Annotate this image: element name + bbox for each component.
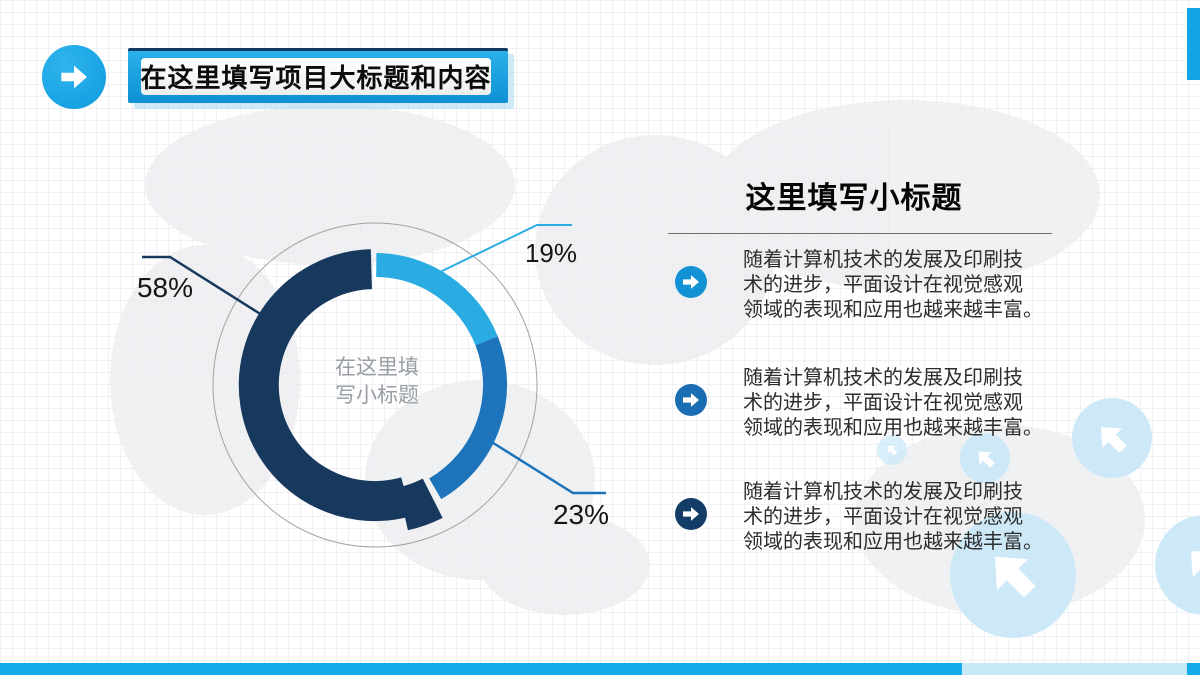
donut-label-19: 19% [525,238,577,268]
callout-line-23 [489,439,606,495]
top-right-accent-bar [1187,8,1200,80]
donut-segment-navy [238,249,413,521]
arrow-icon [887,445,898,456]
bullet-line: 术的进步，平面设计在视觉感观 [743,392,1023,414]
slide-title: 在这里填写项目大标题和内容 [140,63,492,93]
bullet-item-1: 随着计算机技术的发展及印刷技 术的进步，平面设计在视觉感观 领域的表现和应用也越… [675,248,1053,323]
arrow-right-icon [61,65,87,89]
pale-arrow-circle-icon [877,435,907,465]
donut-segment-navy-endcap [397,478,443,531]
bullet-line: 随着计算机技术的发展及印刷技 [743,367,1023,389]
donut-segment-light-blue [375,253,498,346]
donut-label-23: 23% [553,499,609,530]
bullet-text: 随着计算机技术的发展及印刷技 术的进步，平面设计在视觉感观 领域的表现和应用也越… [743,248,1043,323]
arrow-icon [995,557,1037,599]
arrow-icon [977,450,995,468]
pale-arrow-circle-icon [1072,398,1152,478]
bullet-line: 术的进步，平面设计在视觉感观 [743,506,1023,528]
bullet-item-2: 随着计算机技术的发展及印刷技 术的进步，平面设计在视觉感观 领域的表现和应用也越… [675,366,1053,441]
callout-line-58 [142,255,263,317]
arrow-right-circle-icon [675,498,707,530]
bullet-item-3: 随着计算机技术的发展及印刷技 术的进步，平面设计在视觉感观 领域的表现和应用也越… [675,480,1053,555]
panel-divider [668,233,1052,234]
arrow-right-circle-icon [675,266,707,298]
bullet-line: 随着计算机技术的发展及印刷技 [743,481,1023,503]
arrow-right-circle-icon [675,384,707,416]
bottom-accent-bar-light [962,663,1187,675]
donut-center-text-line2: 写小标题 [335,384,419,407]
bullet-line: 领域的表现和应用也越来越丰富。 [743,299,1043,321]
pale-arrow-circle-icon [950,512,1076,638]
bullet-text: 随着计算机技术的发展及印刷技 术的进步，平面设计在视觉感观 领域的表现和应用也越… [743,480,1043,555]
bullet-line: 随着计算机技术的发展及印刷技 [743,249,1023,271]
pale-arrow-circle-icon [960,433,1010,483]
donut-guide-ring [212,222,538,548]
panel-title: 这里填写小标题 [745,182,963,215]
donut-center-text-line1: 在这里填 [335,356,419,379]
bullet-text: 随着计算机技术的发展及印刷技 术的进步，平面设计在视觉感观 领域的表现和应用也越… [743,366,1043,441]
arrow-icon [1190,550,1200,584]
header-arrow-circle-icon [42,45,106,109]
title-banner-inner: 在这里填写项目大标题和内容 [141,58,491,95]
donut-segment-medium-blue [428,336,508,500]
donut-label-58: 58% [137,272,193,303]
bottom-accent-bar [0,663,962,675]
callout-line-19 [439,224,572,273]
bottom-accent-bar-corner [1187,663,1200,675]
bullet-line: 领域的表现和应用也越来越丰富。 [743,417,1043,439]
bullet-line: 领域的表现和应用也越来越丰富。 [743,531,1043,553]
bullet-line: 术的进步，平面设计在视觉感观 [743,274,1023,296]
title-banner: 在这里填写项目大标题和内容 [128,48,508,103]
pale-arrow-circle-icon [1155,515,1200,615]
arrow-icon [1100,426,1127,453]
content-panel: 这里填写小标题 随着计算机技术的发展及印刷技 术的进步，平面设计在视觉感观 领域… [648,168,1060,588]
